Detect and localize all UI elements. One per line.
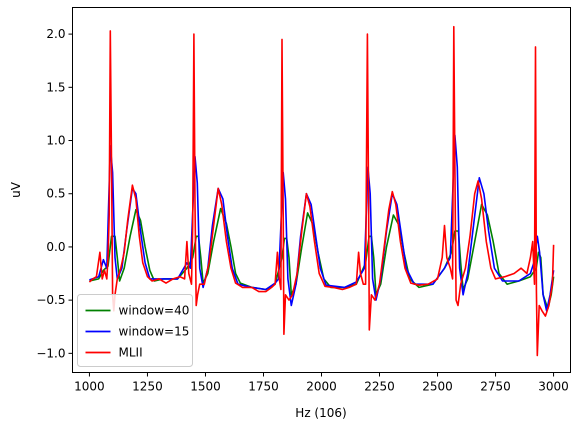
y-tick-label: 1.0	[46, 134, 65, 148]
y-tick-label: 2.0	[46, 27, 65, 41]
x-axis: 1000 1250 1500 1750 2000 2250 2500 2750 3000	[74, 372, 569, 394]
x-tick-label: 2250	[364, 380, 395, 394]
legend-label: window=40	[119, 304, 190, 318]
x-tick-label: 2500	[422, 380, 453, 394]
x-axis-label: Hz (106)	[295, 406, 346, 420]
series-line-1	[89, 134, 555, 312]
legend-box	[77, 294, 193, 367]
y-tick-label: 0.0	[46, 240, 65, 254]
y-tick-label: −1.0	[36, 346, 65, 360]
series-line-2	[88, 25, 555, 357]
series-lines	[88, 25, 555, 357]
legend: window=40 window=15 MLII	[77, 294, 193, 367]
y-tick-label: −0.5	[36, 293, 65, 307]
x-tick-label: 1250	[132, 380, 163, 394]
x-tick-label: 1000	[74, 380, 105, 394]
x-tick-label: 1750	[248, 380, 279, 394]
legend-label: window=15	[119, 325, 190, 339]
y-axis-label: uV	[9, 181, 23, 198]
series-line-0	[89, 203, 555, 310]
x-tick-label: 3000	[538, 380, 569, 394]
x-tick-label: 2750	[480, 380, 511, 394]
legend-label: MLII	[119, 346, 143, 360]
x-tick-label: 2000	[306, 380, 337, 394]
y-tick-label: 1.5	[46, 80, 65, 94]
x-tick-label: 1500	[190, 380, 221, 394]
y-axis: −1.0 −0.5 0.0 0.5 1.0 1.5 2.0	[36, 27, 73, 360]
y-tick-label: 0.5	[46, 187, 65, 201]
